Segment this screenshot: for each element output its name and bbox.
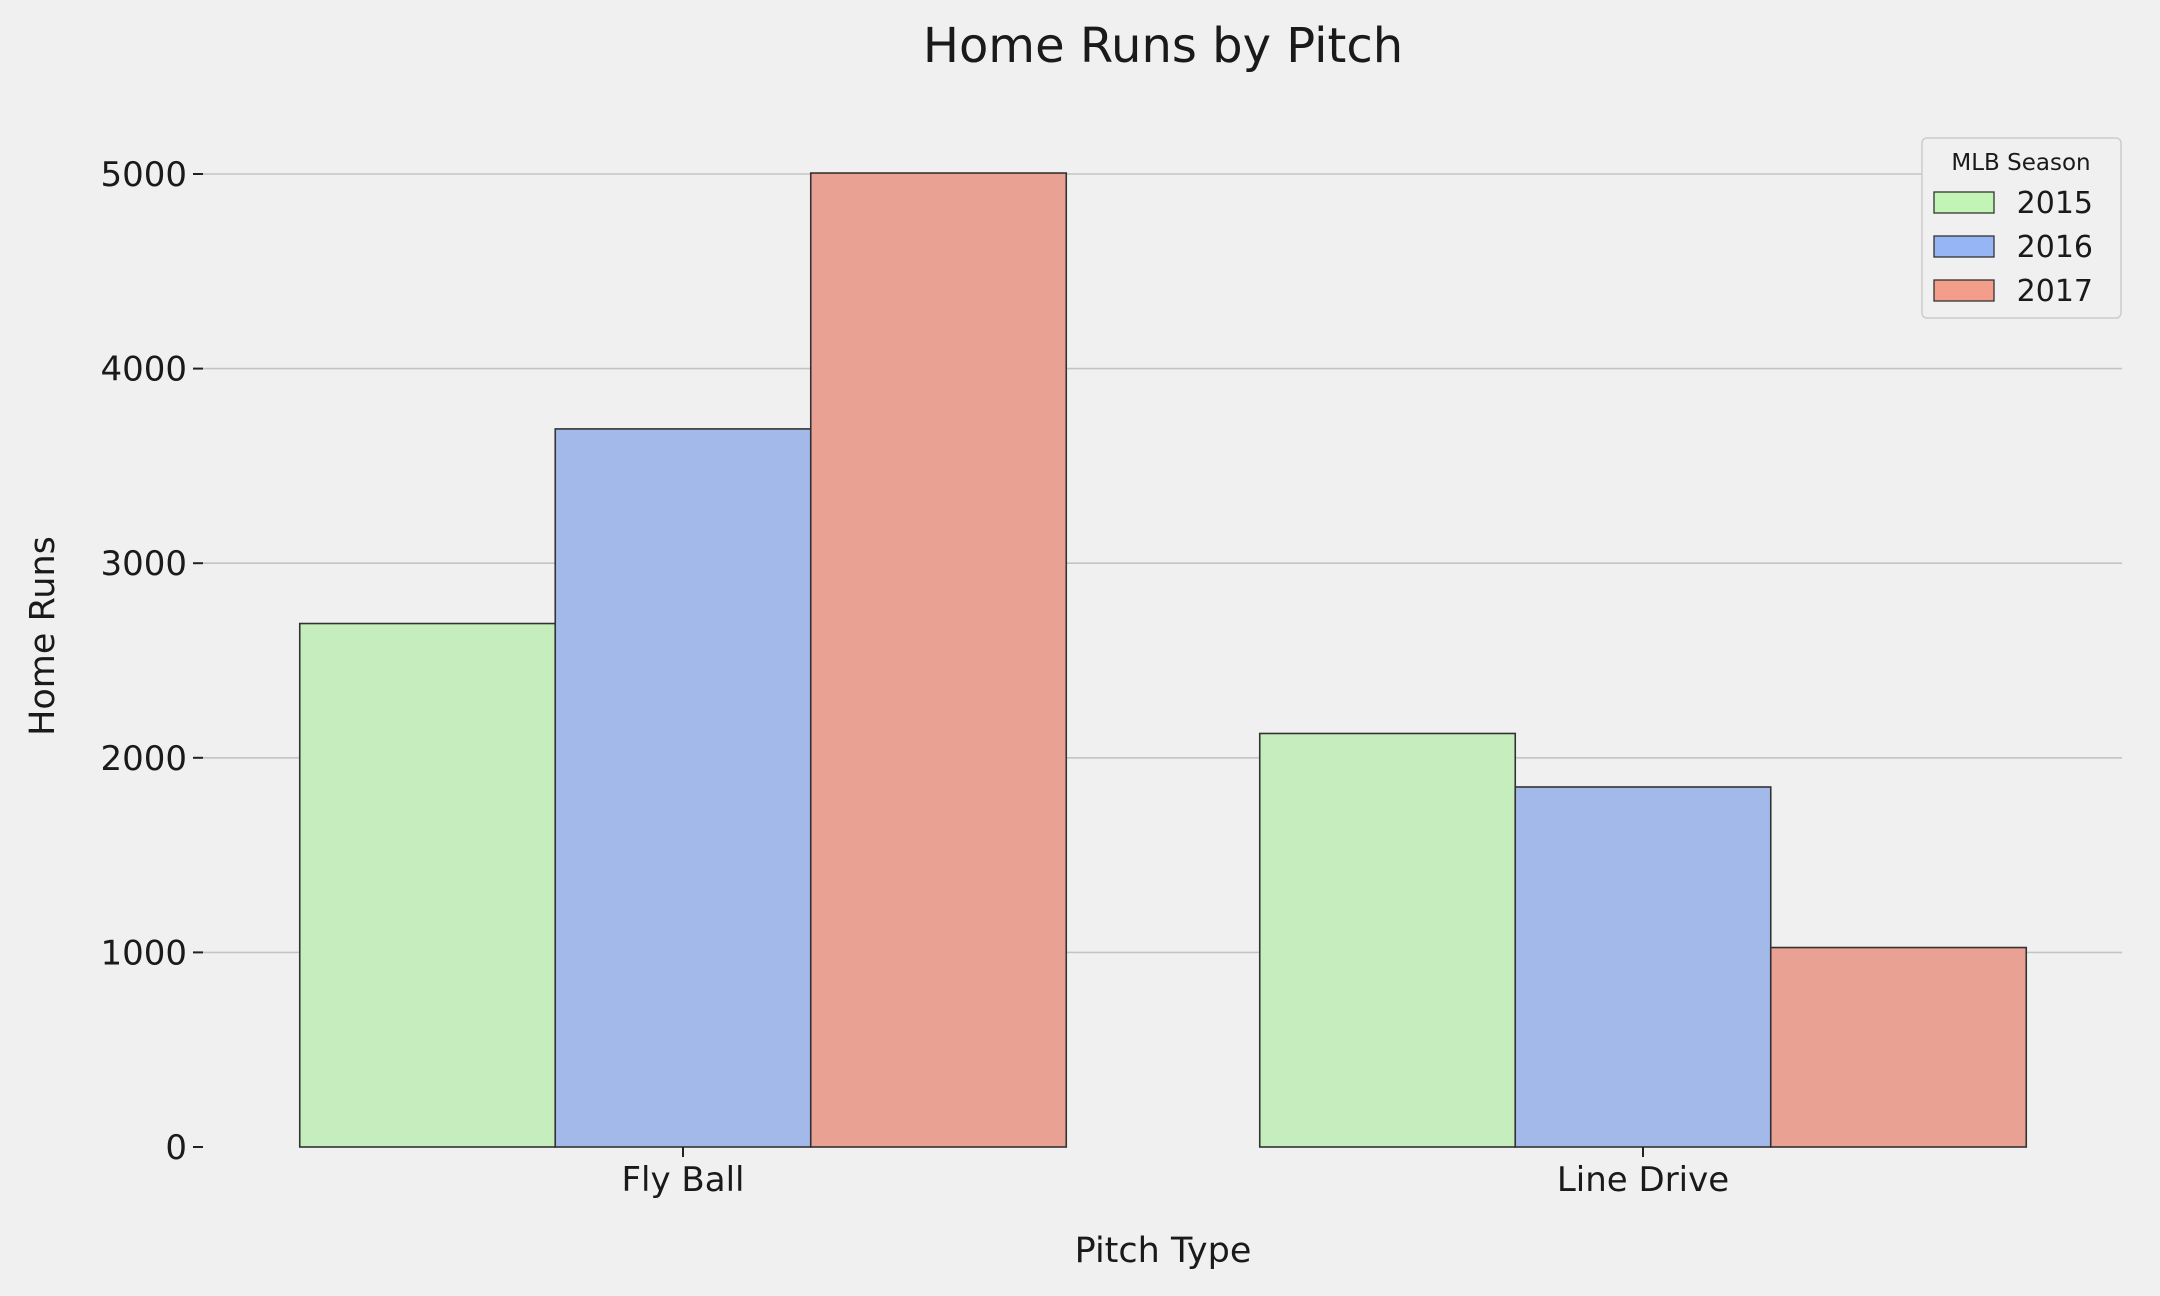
y-tick-label: 4000 [100, 350, 187, 390]
legend-swatch-2015 [1933, 191, 1995, 214]
legend-title: MLB Season [1951, 150, 2090, 176]
y-tick-label: 0 [165, 1128, 187, 1168]
x-tick-label: Line Drive [1557, 1160, 1729, 1200]
x-axis-label: Pitch Type [1075, 1231, 1252, 1271]
y-axis: 0 1000 2000 3000 4000 5000 [100, 155, 203, 1168]
legend-label-2016: 2016 [2017, 230, 2093, 265]
bar-2017-line-drive [1769, 946, 2028, 1148]
y-tick-label: 2000 [100, 739, 187, 779]
bars [298, 172, 2028, 1148]
y-tick-label: 5000 [100, 155, 187, 195]
bar-2016-fly-ball [554, 428, 812, 1148]
bar-2015-line-drive [1258, 732, 1517, 1148]
x-tick-label: Fly Ball [622, 1160, 745, 1200]
legend-swatch-2016 [1933, 235, 1995, 258]
bar-2015-fly-ball [298, 622, 557, 1148]
legend-label-2017: 2017 [2017, 274, 2093, 309]
bar-2017-fly-ball [809, 172, 1068, 1148]
chart-title: Home Runs by Pitch [923, 18, 1403, 74]
y-tick-label: 3000 [100, 544, 187, 584]
legend-swatch-2017 [1933, 279, 1995, 302]
x-axis: Fly Ball Line Drive [622, 1147, 1729, 1200]
legend-box [1921, 137, 2122, 319]
y-tick-label: 1000 [100, 933, 187, 973]
y-axis-label: Home Runs [23, 536, 63, 736]
legend-label-2015: 2015 [2017, 186, 2093, 221]
bar-2016-line-drive [1514, 786, 1772, 1148]
legend: MLB Season 2015 2016 2017 [1921, 137, 2122, 319]
